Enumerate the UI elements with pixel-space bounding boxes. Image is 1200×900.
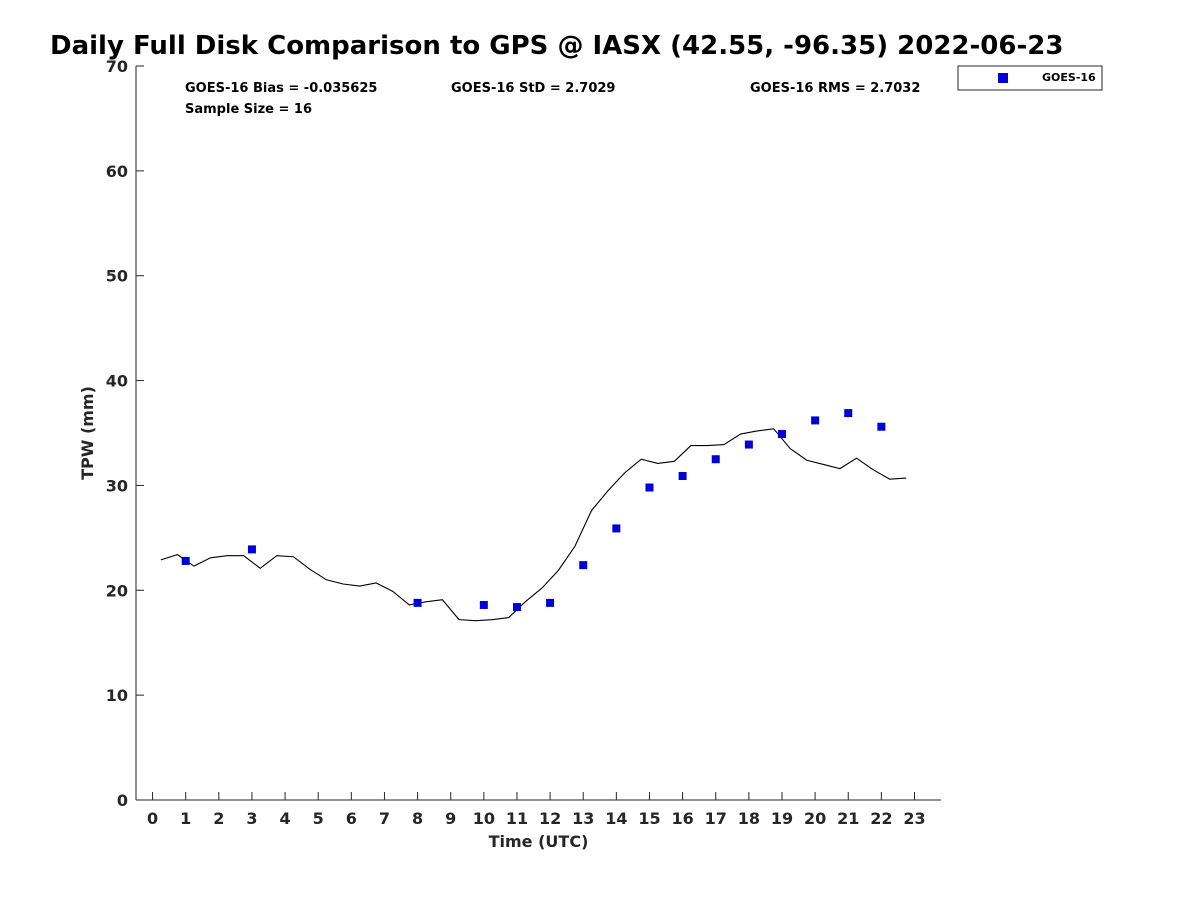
x-tick-label: 4 — [280, 809, 291, 828]
data-point — [645, 483, 654, 492]
data-point — [479, 600, 488, 609]
x-tick-label: 20 — [804, 809, 826, 828]
y-tick-label: 10 — [106, 686, 128, 705]
legend: GOES-16 — [957, 65, 1103, 91]
y-tick-label: 70 — [106, 57, 128, 76]
y-tick-label: 40 — [106, 372, 128, 391]
stat-std: GOES-16 StD = 2.7029 — [451, 81, 615, 96]
data-point — [546, 598, 555, 607]
x-tick-label: 9 — [445, 809, 456, 828]
stat-rms: GOES-16 RMS = 2.7032 — [750, 81, 920, 96]
x-tick-label: 18 — [738, 809, 760, 828]
legend-marker — [998, 73, 1008, 83]
data-point — [844, 409, 853, 418]
x-tick-label: 7 — [379, 809, 390, 828]
y-tick-label: 50 — [106, 267, 128, 286]
x-tick-label: 0 — [147, 809, 158, 828]
data-point — [711, 455, 720, 464]
data-point — [811, 416, 820, 425]
x-tick-label: 12 — [539, 809, 561, 828]
x-tick-label: 3 — [246, 809, 257, 828]
x-tick-label: 14 — [605, 809, 627, 828]
x-tick-label: 15 — [638, 809, 660, 828]
data-point — [877, 422, 886, 431]
legend-box — [957, 65, 1103, 91]
chart-title: Daily Full Disk Comparison to GPS @ IASX… — [50, 31, 1063, 61]
x-tick-label: 19 — [771, 809, 793, 828]
y-tick-label: 30 — [106, 476, 128, 495]
x-tick-label: 1 — [180, 809, 191, 828]
y-tick-label: 0 — [117, 791, 128, 810]
x-tick-label: 10 — [473, 809, 495, 828]
x-tick-label: 16 — [671, 809, 693, 828]
line-series — [160, 428, 907, 622]
data-point — [247, 545, 256, 554]
x-tick-label: 17 — [705, 809, 727, 828]
y-tick-label: 60 — [106, 162, 128, 181]
x-tick-label: 6 — [346, 809, 357, 828]
stat-sample-size: Sample Size = 16 — [185, 102, 312, 117]
x-tick-label: 13 — [572, 809, 594, 828]
y-axis-label: TPW (mm) — [78, 386, 97, 480]
data-point — [777, 430, 786, 439]
x-tick-label: 2 — [213, 809, 224, 828]
x-tick-label: 21 — [837, 809, 859, 828]
data-point — [678, 471, 687, 480]
x-tick-label: 23 — [903, 809, 925, 828]
x-axis-label: Time (UTC) — [489, 832, 589, 851]
y-tick-label: 20 — [106, 581, 128, 600]
scatter-series — [181, 409, 886, 612]
x-tick-label: 11 — [506, 809, 528, 828]
stat-bias: GOES-16 Bias = -0.035625 — [185, 81, 377, 96]
data-point — [612, 524, 621, 533]
data-point — [579, 561, 588, 570]
gps-line — [160, 428, 907, 622]
data-point — [512, 603, 521, 612]
x-tick-label: 22 — [870, 809, 892, 828]
stats-block: GOES-16 Bias = -0.035625 GOES-16 StD = 2… — [185, 81, 920, 117]
data-point — [413, 598, 422, 607]
x-tick-label: 8 — [412, 809, 423, 828]
legend-label: GOES-16 — [1042, 71, 1096, 84]
plot-axes: 0 1 2 3 4 5 6 7 8 9 10 11 12 13 14 15 16 17 18 19 20 21 22 2301… — [106, 57, 941, 828]
x-tick-label: 5 — [313, 809, 324, 828]
data-point — [181, 556, 190, 565]
data-point — [744, 440, 753, 449]
